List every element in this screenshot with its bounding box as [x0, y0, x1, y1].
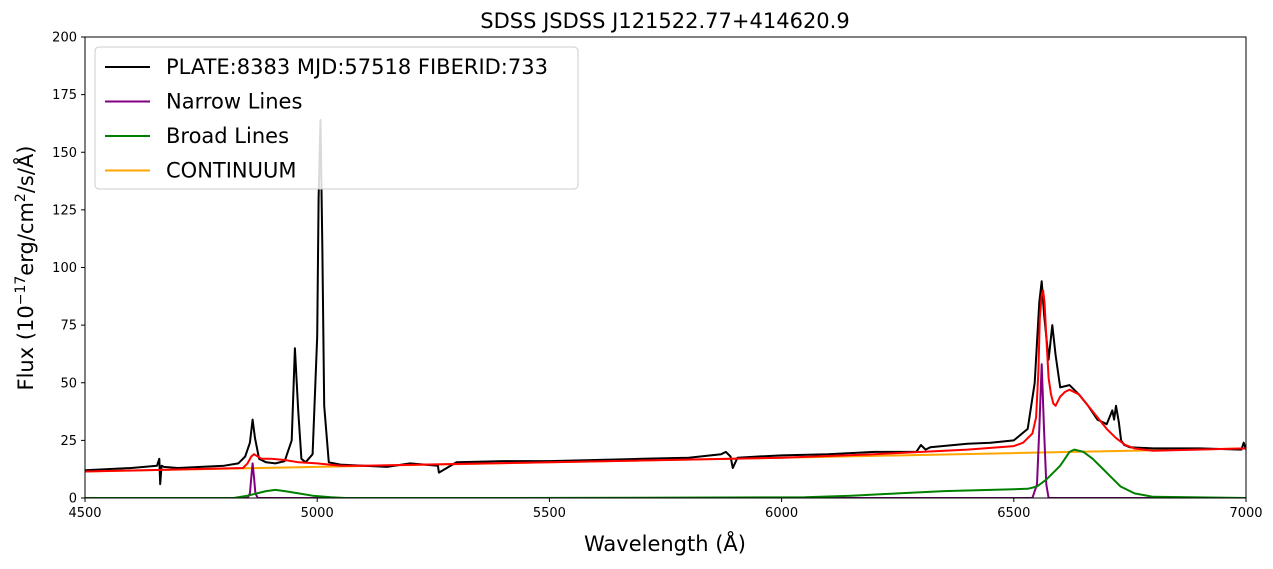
- y-tick-label: 150: [52, 146, 77, 161]
- y-tick-label: 75: [60, 319, 77, 334]
- series-line-model-fit: [85, 289, 1246, 473]
- legend-label: Narrow Lines: [166, 90, 302, 114]
- x-tick-label: 5000: [301, 506, 334, 521]
- x-axis: 4500 5000 5500 6000 6500 7000: [68, 498, 1263, 521]
- legend-label: PLATE:8383 MJD:57518 FIBERID:733: [166, 55, 548, 79]
- series-layer: [85, 119, 1246, 498]
- legend-label: CONTINUUM: [166, 159, 297, 183]
- legend: PLATE:8383 MJD:57518 FIBERID:733 Narrow L…: [94, 46, 579, 190]
- x-tick-label: 6000: [765, 506, 798, 521]
- y-tick-label: 50: [60, 376, 77, 391]
- y-axis: 0 25 50 75 100 125 150 175 200: [52, 31, 85, 507]
- x-axis-label: Wavelength (Å): [584, 530, 746, 556]
- series-line-narrow-lines: [85, 363, 1246, 498]
- legend-label: Broad Lines: [166, 124, 289, 148]
- y-axis-label: Flux (10−17erg/cm2/s/Å): [12, 146, 38, 391]
- series-line-broad-lines: [85, 448, 1246, 498]
- x-tick-label: 4500: [68, 506, 101, 521]
- y-tick-label: 125: [52, 203, 77, 218]
- y-tick-label: 0: [69, 492, 77, 507]
- y-tick-label: 25: [60, 434, 77, 449]
- y-tick-label: 175: [52, 88, 77, 103]
- y-tick-label: 100: [52, 261, 77, 276]
- chart-title: SDSS JSDSS J121522.77+414620.9: [480, 9, 849, 33]
- legend-box: [94, 46, 579, 190]
- x-tick-label: 6500: [997, 506, 1030, 521]
- x-tick-label: 5500: [533, 506, 566, 521]
- x-tick-label: 7000: [1229, 506, 1262, 521]
- y-tick-label: 200: [52, 31, 77, 46]
